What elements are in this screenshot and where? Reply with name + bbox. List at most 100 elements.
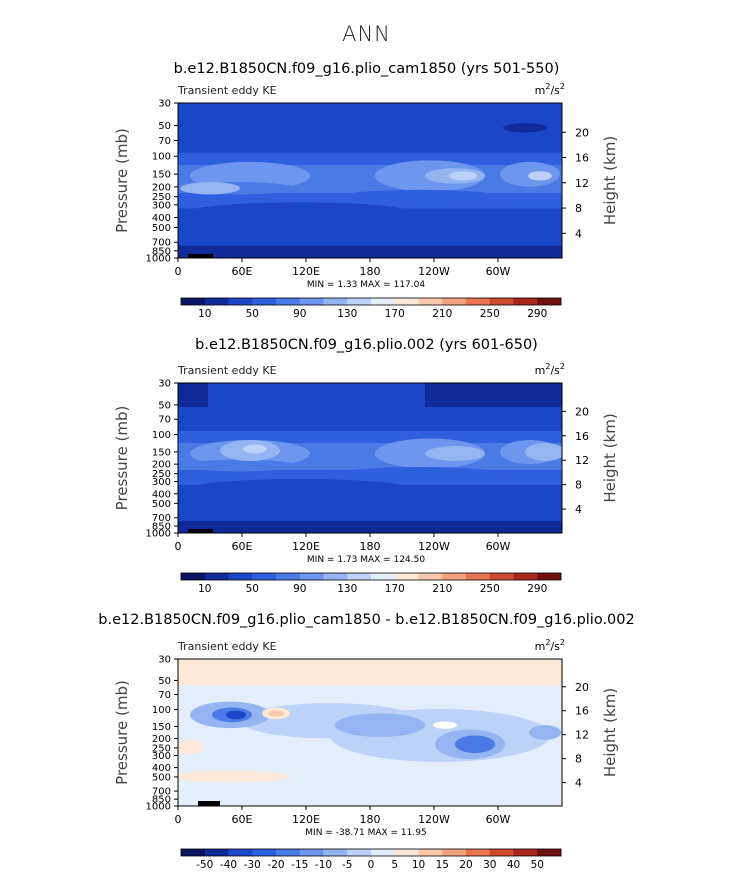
x-tick-label: 120W (418, 540, 450, 553)
variable-label: Transient eddy KE (177, 364, 277, 377)
colorbar-swatch (489, 573, 514, 580)
panel-title: b.e12.B1850CN.f09_g16.plio.002 (yrs 601-… (195, 337, 538, 353)
surface-dark (188, 254, 213, 258)
units-superscript: 2 (560, 362, 565, 371)
y-tick-label: 500 (152, 223, 171, 234)
y-tick-label: 30 (158, 99, 171, 110)
colorbar-swatch (204, 298, 229, 305)
colorbar-swatch (513, 849, 538, 856)
colorbar-swatch (371, 573, 396, 580)
colorbar-swatch (252, 298, 277, 305)
colorbar-swatch (513, 298, 538, 305)
y-tick-label: 300 (152, 751, 171, 762)
p2-contour-8 (529, 725, 561, 740)
p1x-contour-1 (525, 443, 562, 461)
colorbar-swatch (513, 573, 538, 580)
dark-corner-left (178, 383, 208, 407)
x-tick-label: 60W (486, 813, 511, 826)
colorbar-swatch (228, 573, 253, 580)
x-tick-label: 60W (486, 540, 511, 553)
colorbar-swatch (442, 849, 467, 856)
x-tick-label: 120E (292, 265, 320, 278)
y-tick-label: 850 (152, 795, 171, 806)
colorbar-label: 0 (368, 859, 375, 871)
y-tick-label: 70 (158, 690, 171, 701)
y-tick-label: 700 (152, 787, 171, 798)
colorbar-swatch (466, 849, 491, 856)
y-tick-label: 700 (152, 238, 171, 249)
units-label: m2/s2 (535, 638, 565, 653)
panel-3: b.e12.B1850CN.f09_g16.plio_cam1850 - b.e… (98, 612, 634, 871)
y-tick-label: 250 (152, 192, 171, 203)
p1-contour-5 (185, 459, 295, 472)
y-tick-label: 200 (152, 734, 171, 745)
p0-contour-8 (420, 216, 560, 232)
colorbar-swatch (489, 849, 514, 856)
units-mid: /s (550, 364, 560, 377)
y-tick-label: 100 (152, 152, 171, 163)
colorbar-swatch (347, 849, 372, 856)
p2-contour-7 (335, 713, 425, 737)
y-tick-label: 30 (158, 379, 171, 390)
y-right-tick-label: 12 (575, 454, 589, 467)
colorbar-frame (180, 572, 562, 581)
y-right-tick-label: 8 (575, 753, 582, 766)
y-tick-label: 50 (158, 121, 171, 132)
p2-contour-12 (178, 770, 290, 783)
colorbar-label: -10 (315, 859, 332, 871)
units-base: m (535, 364, 546, 377)
x-tick-label: 120W (418, 813, 450, 826)
panel-1: b.e12.B1850CN.f09_g16.plio_cam1850 (yrs … (113, 61, 619, 320)
y-right-tick-label: 4 (575, 227, 582, 240)
p1-contour-3 (425, 446, 485, 461)
colorbar-label: 10 (198, 583, 211, 595)
colorbar-label: 30 (483, 859, 496, 871)
colorbar-swatch (181, 573, 206, 580)
colorbar-swatch (394, 298, 419, 305)
surface-dark (198, 801, 220, 806)
colorbar-swatch (489, 298, 514, 305)
stratosphere-band (178, 103, 562, 138)
colorbar-swatch (228, 298, 253, 305)
y-tick-label: 400 (152, 489, 171, 500)
y-tick-label: 150 (152, 447, 171, 458)
p0x-contour-1 (180, 182, 240, 195)
y-right-tick-label: 12 (575, 177, 589, 190)
colorbar-frame (180, 848, 562, 857)
p1x-contour-2 (243, 444, 267, 454)
upper-positive-band (178, 659, 562, 686)
x-tick-label: 180 (360, 813, 381, 826)
min-max-stats: MIN = -38.71 MAX = 11.95 (305, 828, 426, 838)
colorbar-swatch (276, 849, 301, 856)
colorbar-swatch (204, 849, 229, 856)
colorbar-label: 90 (293, 308, 306, 320)
colorbar-label: -20 (267, 859, 284, 871)
x-tick-label: 0 (175, 265, 182, 278)
p0-contour-4 (528, 171, 552, 181)
colorbar-label: -5 (342, 859, 352, 871)
colorbar-swatch (228, 849, 253, 856)
x-tick-label: 180 (360, 265, 381, 278)
colorbar-swatch (418, 849, 443, 856)
y-right-tick-label: 4 (575, 503, 582, 516)
colorbar-swatch (442, 573, 467, 580)
y-right-axis-label: Height (km) (601, 136, 619, 225)
colorbar-label: 250 (480, 308, 500, 320)
units-label: m2/s2 (535, 362, 565, 377)
y-right-tick-label: 8 (575, 479, 582, 492)
y-tick-label: 50 (158, 400, 171, 411)
min-max-stats: MIN = 1.33 MAX = 117.04 (307, 280, 425, 290)
colorbar-swatch (276, 298, 301, 305)
colorbar-swatch (394, 849, 419, 856)
contour-field (178, 383, 562, 533)
colorbar-label: -15 (291, 859, 308, 871)
colorbar-label: 210 (432, 583, 452, 595)
page-title: ANN (342, 22, 391, 46)
colorbar-swatch (204, 573, 229, 580)
units-mid: /s (550, 84, 560, 97)
p1-contour-6 (330, 467, 510, 485)
colorbar-swatch (299, 298, 324, 305)
y-tick-label: 700 (152, 513, 171, 524)
colorbar-label: 130 (337, 308, 357, 320)
p0x-contour-0 (503, 123, 547, 133)
